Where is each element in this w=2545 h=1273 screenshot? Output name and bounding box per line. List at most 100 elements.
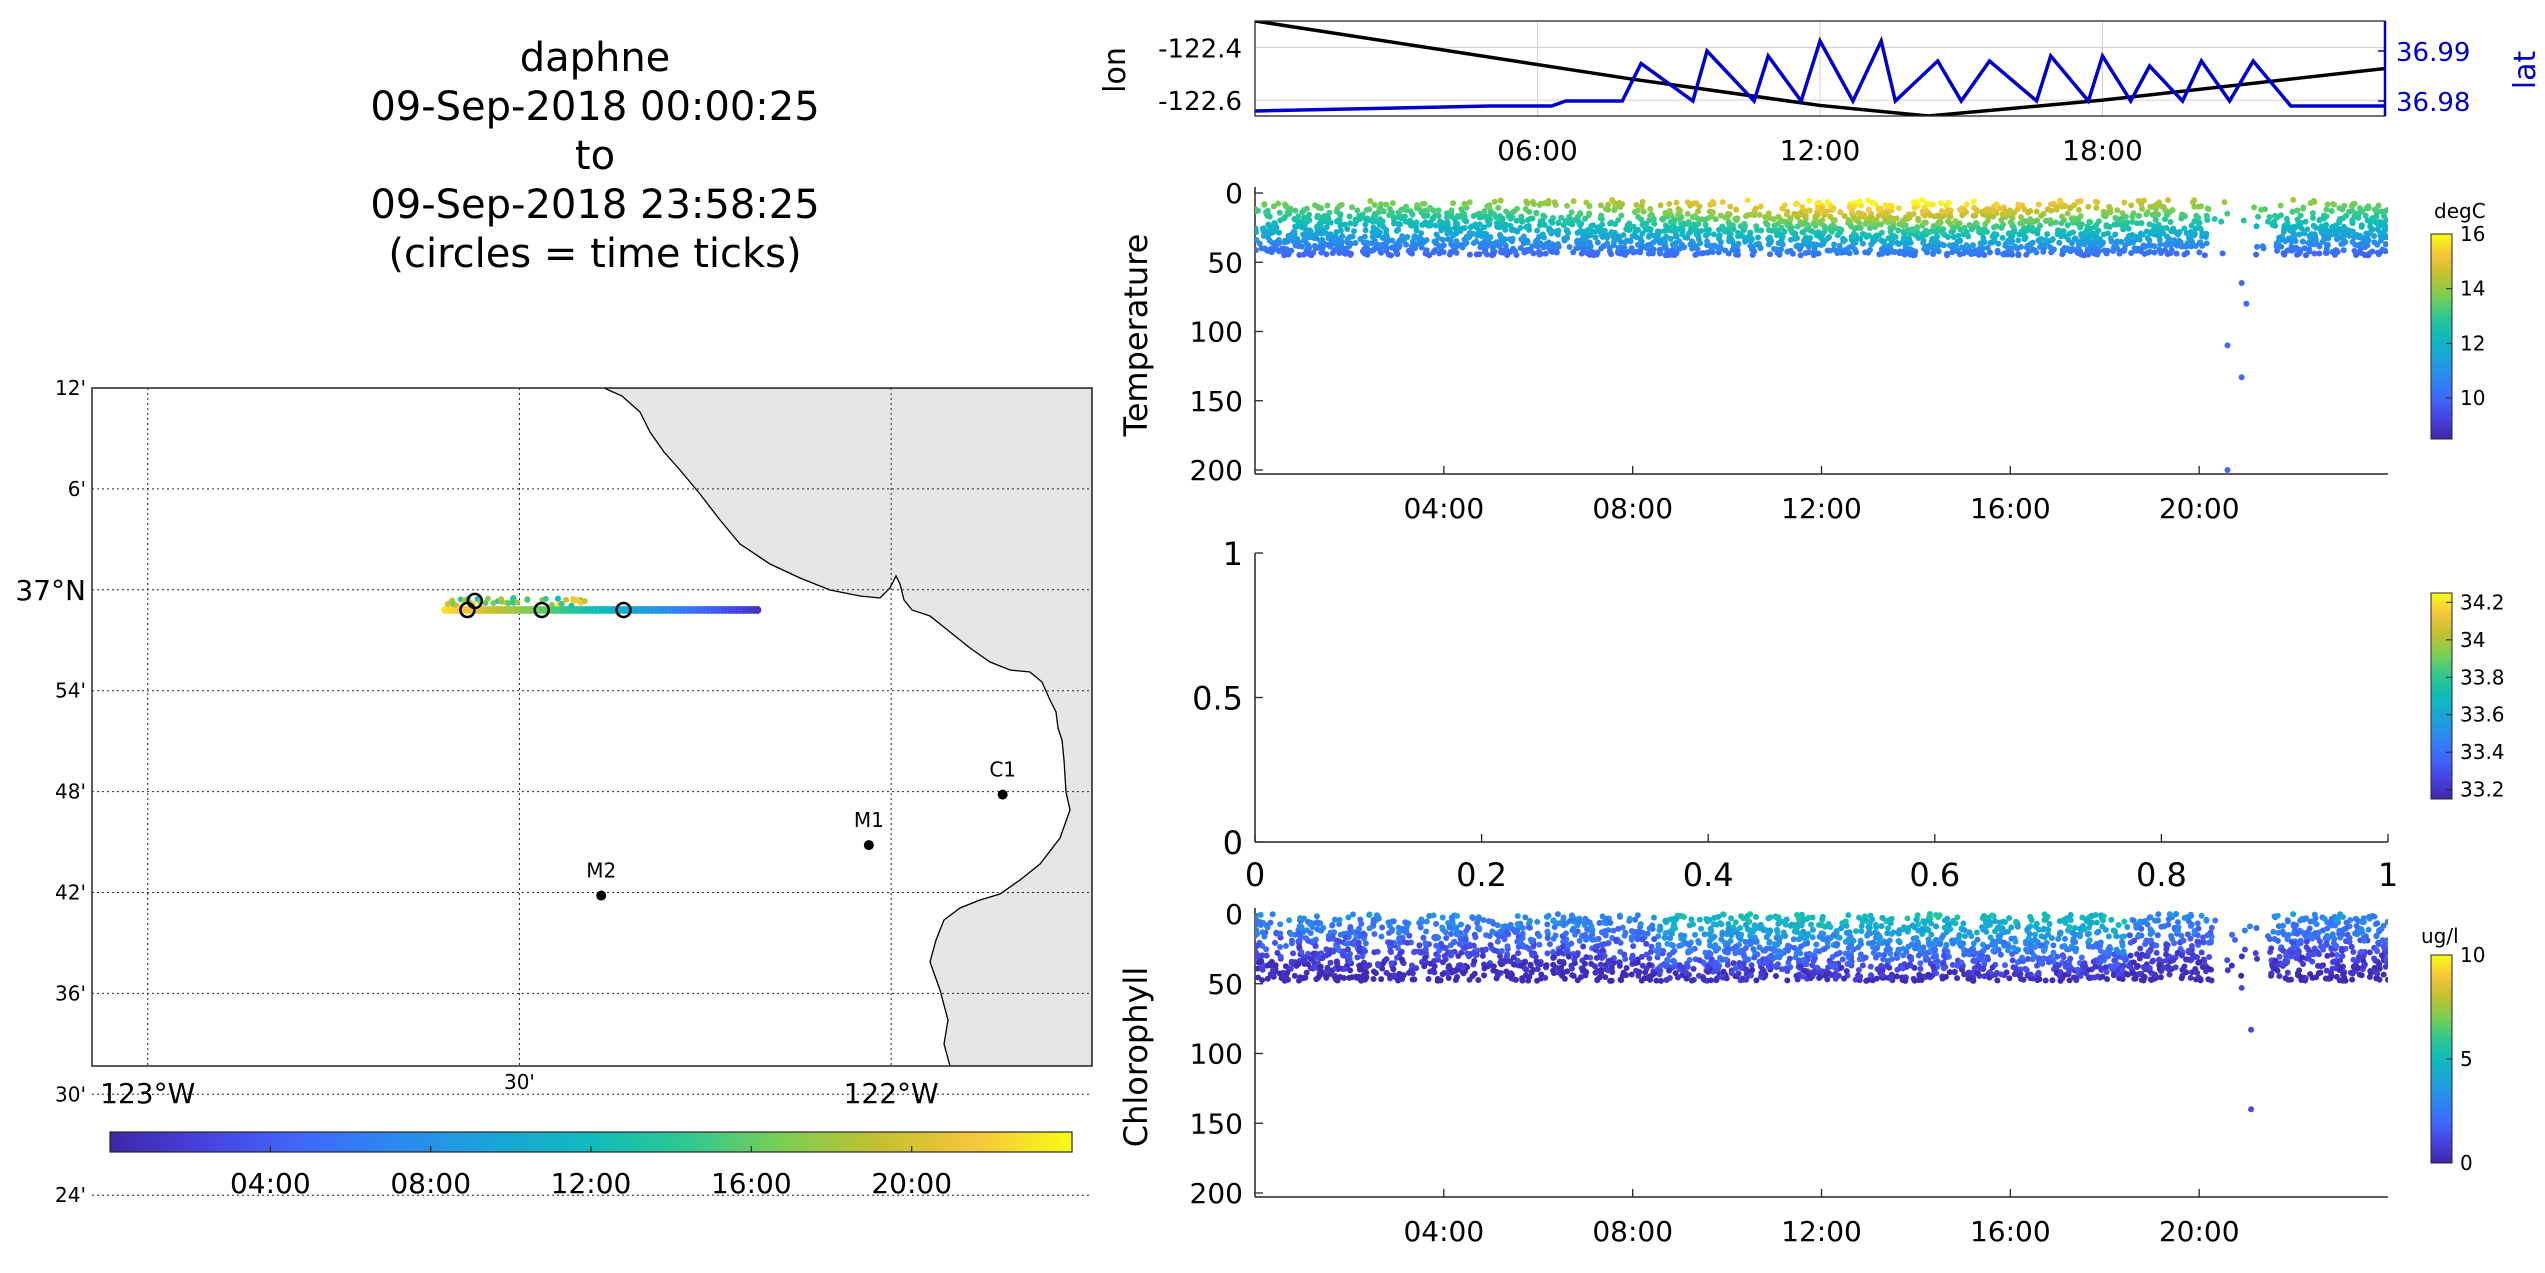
temperature-point (2201, 252, 2208, 259)
chlorophyll-point (1605, 927, 1612, 934)
temperature-point (1802, 212, 1809, 219)
temperature-point (2120, 224, 2127, 231)
temperature-point (1476, 214, 1483, 221)
temperature-point (1334, 218, 1341, 225)
chlorophyll-point (2046, 921, 2053, 928)
chlorophyll-point (1295, 938, 1302, 945)
temperature-point (1323, 251, 1330, 258)
chlorophyll-point (2024, 955, 2031, 962)
temperature-point (1627, 237, 1634, 244)
chlorophyll-point (2318, 943, 2325, 950)
temperature-point (1869, 199, 1876, 206)
chlorophyll-point (1857, 941, 1864, 948)
map-gridlines (92, 387, 1092, 1196)
temperature-point (2080, 233, 2087, 240)
chlorophyll-point (1954, 975, 1961, 982)
chlorophyll-point (1960, 920, 1967, 927)
track-point (482, 600, 489, 607)
temperature-point (1994, 249, 2001, 256)
chlorophyll-point (2290, 911, 2297, 918)
chlorophyll-point (1395, 929, 1402, 936)
temperature-point (2288, 247, 2295, 254)
chlorophyll-point (2290, 943, 2297, 950)
temperature-point (1921, 219, 1928, 226)
chlorophyll-point (2027, 971, 2034, 978)
chlorophyll-point (1416, 942, 1423, 949)
temperature-point (1830, 241, 1837, 248)
chlorophyll-point (2276, 953, 2283, 960)
chlorophyll-point (1592, 936, 1599, 943)
chlorophyll-point (2084, 931, 2091, 938)
chlorophyll-point (2309, 935, 2316, 942)
temperature-point (1791, 210, 1798, 217)
chlorophyll-point (1576, 937, 1583, 944)
chlorophyll-point (1883, 918, 1890, 925)
temperature-point (1349, 204, 1356, 211)
chlorophyll-point (1749, 967, 1756, 974)
temperature-point (2015, 252, 2022, 259)
y-tick-label: 150 (1190, 385, 1243, 418)
temperature-point (1784, 208, 1791, 215)
chlorophyll-point (1894, 954, 1901, 961)
temperature-point (2033, 208, 2040, 215)
chlorophyll-point (1282, 963, 1289, 970)
chlorophyll-point (1449, 916, 1456, 923)
temperature-point (1991, 231, 1998, 238)
temperature-point (1363, 244, 1370, 251)
chlorophyll-point (2241, 946, 2248, 953)
chlorophyll-point (1887, 950, 1894, 957)
temperature-point (1496, 243, 1503, 250)
temperature-point (2162, 247, 2169, 254)
chlorophyll-point (1646, 961, 1653, 968)
chlorophyll-point (1940, 965, 1947, 972)
chlorophyll-point (1845, 912, 1852, 919)
chlorophyll-point (1980, 912, 1987, 919)
temperature-point (2060, 228, 2067, 235)
temperature-point (2168, 241, 2175, 248)
temperature-point (1546, 225, 1553, 232)
temperature-point (1522, 206, 1529, 213)
chlorophyll-point (2147, 914, 2154, 921)
chlorophyll-point (1354, 954, 1361, 961)
temperature-point (1859, 240, 1866, 247)
chlorophyll-point (1504, 943, 1511, 950)
chlorophyll-point (1423, 928, 1430, 935)
chlorophyll-point (2203, 917, 2210, 924)
temperature-point (1927, 212, 1934, 219)
temperature-point (1403, 241, 1410, 248)
temperature-point (1435, 212, 1442, 219)
temperature-point (2076, 250, 2083, 257)
temperature-point (1481, 224, 1488, 231)
temperature-point (1445, 228, 1452, 235)
track-point (581, 598, 588, 605)
chlorophyll-point (1504, 929, 1511, 936)
temperature-point (2010, 229, 2017, 236)
chlorophyll-point (1580, 943, 1587, 950)
chlorophyll-point (1544, 921, 1551, 928)
temperature-point (1676, 206, 1683, 213)
chlorophyll-point (2057, 969, 2064, 976)
temperature-point (2141, 243, 2148, 250)
chlorophyll-point (1514, 913, 1521, 920)
temperature-point (1459, 209, 1466, 216)
temperature-point (1409, 211, 1416, 218)
temperature-point (1255, 206, 1259, 213)
temperature-point (2301, 230, 2308, 237)
chlorophyll-point (1523, 966, 1530, 973)
temperature-point (1639, 230, 1646, 237)
chlorophyll-point (1928, 920, 1935, 927)
temperature-point (1632, 229, 1639, 236)
chlorophyll-point (1355, 940, 1362, 947)
temperature-point (1842, 247, 1849, 254)
chlorophyll-point (2136, 955, 2143, 962)
temperature-point (1432, 222, 1439, 229)
chlorophyll-point (2297, 940, 2304, 947)
chlorophyll-point (1431, 963, 1438, 970)
chlorophyll-point (2115, 949, 2122, 956)
temperature-point (1633, 201, 1640, 208)
chlorophyll-point (2155, 911, 2162, 918)
temperature-point (2289, 208, 2296, 215)
temperature-point (1890, 224, 1897, 231)
temperature-point (1982, 207, 1989, 214)
chlorophyll-point (2102, 926, 2109, 933)
